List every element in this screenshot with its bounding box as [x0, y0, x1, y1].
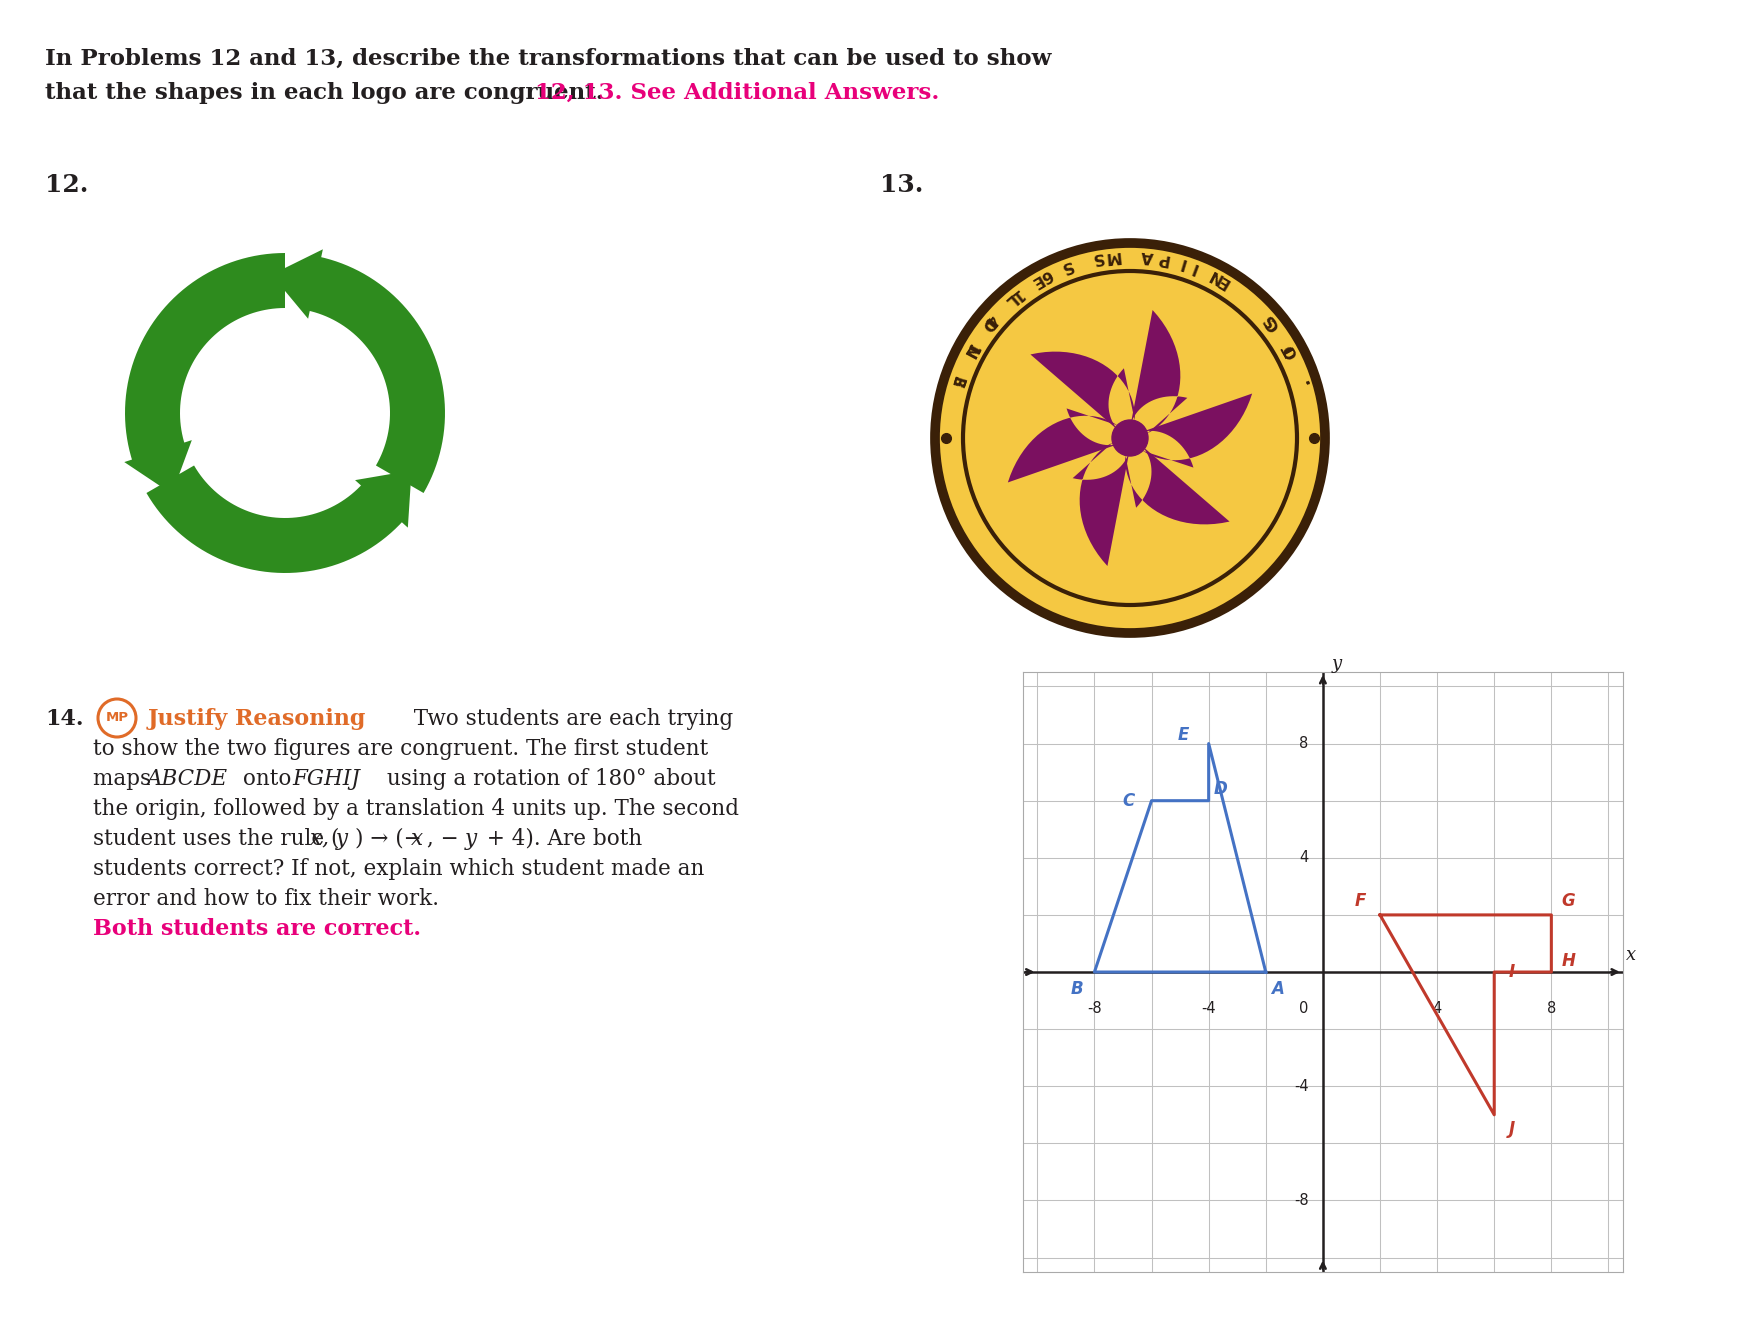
Text: 4: 4 — [1432, 1000, 1441, 1016]
Circle shape — [965, 273, 1295, 604]
Text: the origin, followed by a translation 4 units up. The second: the origin, followed by a translation 4 … — [93, 797, 738, 820]
Text: onto: onto — [235, 768, 299, 789]
Circle shape — [935, 243, 1325, 633]
Text: 14.: 14. — [46, 708, 83, 730]
Text: y: y — [466, 828, 476, 850]
Circle shape — [1112, 420, 1147, 456]
Text: Two students are each trying: Two students are each trying — [401, 708, 733, 730]
Polygon shape — [1124, 443, 1228, 525]
Text: A: A — [1140, 248, 1154, 264]
Text: Both students are correct.: Both students are correct. — [93, 919, 420, 940]
Text: that the shapes in each logo are congruent.: that the shapes in each logo are congrue… — [46, 82, 603, 104]
Polygon shape — [1130, 310, 1186, 434]
Text: -8: -8 — [1086, 1000, 1102, 1016]
Text: T: T — [1281, 340, 1298, 357]
Polygon shape — [355, 471, 411, 527]
Text: E: E — [1028, 272, 1044, 290]
Text: + 4). Are both: + 4). Are both — [480, 828, 641, 850]
Text: -4: -4 — [1200, 1000, 1216, 1016]
Text: L: L — [1000, 291, 1017, 310]
Polygon shape — [1072, 443, 1130, 565]
Text: E: E — [947, 374, 965, 389]
Text: MP: MP — [105, 712, 128, 725]
Text: A: A — [1270, 981, 1283, 998]
Text: B: B — [1070, 981, 1082, 998]
Text: D: D — [977, 314, 996, 333]
Text: 12.: 12. — [46, 173, 88, 196]
Text: 4: 4 — [980, 311, 1000, 330]
Text: FGHIJ: FGHIJ — [292, 768, 360, 789]
Text: ABCDE: ABCDE — [148, 768, 228, 789]
Text: S: S — [1089, 249, 1103, 266]
Text: In Problems 12 and 13, describe the transformations that can be used to show: In Problems 12 and 13, describe the tran… — [46, 47, 1051, 70]
Text: x, y: x, y — [309, 828, 348, 850]
Text: S: S — [1260, 311, 1279, 330]
Polygon shape — [271, 249, 323, 319]
Text: -8: -8 — [1293, 1193, 1307, 1209]
Text: E: E — [1214, 272, 1232, 290]
Text: F: F — [1353, 892, 1365, 909]
Polygon shape — [1139, 394, 1251, 468]
Text: I: I — [1508, 963, 1513, 981]
Text: student uses the rule (: student uses the rule ( — [93, 828, 339, 850]
Text: maps: maps — [93, 768, 158, 789]
Text: O: O — [1281, 341, 1300, 361]
Text: ) → (−: ) → (− — [355, 828, 422, 850]
Text: D: D — [1212, 780, 1226, 799]
Text: I: I — [1188, 258, 1198, 274]
Text: S: S — [1058, 257, 1074, 275]
Text: M: M — [1103, 248, 1121, 264]
Text: x: x — [1625, 946, 1636, 963]
Text: using a rotation of 180° about: using a rotation of 180° about — [380, 768, 715, 789]
Text: 13.: 13. — [880, 173, 922, 196]
Text: I: I — [1177, 254, 1186, 270]
Polygon shape — [1030, 352, 1135, 434]
Text: -4: -4 — [1293, 1078, 1307, 1094]
Text: 4: 4 — [1298, 850, 1307, 866]
Polygon shape — [307, 257, 445, 493]
Text: G: G — [1560, 892, 1574, 909]
Text: , −: , − — [427, 828, 459, 850]
Text: 8: 8 — [1546, 1000, 1555, 1016]
Text: 1: 1 — [961, 340, 979, 357]
Polygon shape — [146, 465, 404, 573]
Text: 1: 1 — [1005, 286, 1024, 304]
Text: .: . — [1295, 376, 1311, 386]
Text: 0: 0 — [1298, 1000, 1307, 1016]
Polygon shape — [125, 440, 192, 494]
Text: students correct? If not, explain which student made an: students correct? If not, explain which … — [93, 858, 705, 880]
Text: C: C — [1263, 315, 1283, 333]
Text: J: J — [1508, 1120, 1513, 1137]
Text: E: E — [1177, 726, 1188, 743]
Text: x: x — [411, 828, 423, 850]
Text: 3: 3 — [947, 374, 965, 389]
Polygon shape — [1007, 409, 1121, 482]
Text: .: . — [1295, 376, 1311, 386]
Text: 6: 6 — [1037, 266, 1052, 285]
Text: N: N — [1205, 266, 1225, 286]
Text: error and how to fix their work.: error and how to fix their work. — [93, 888, 439, 909]
Text: y: y — [1332, 655, 1342, 672]
Text: P: P — [1154, 249, 1168, 266]
Text: C: C — [1123, 792, 1135, 809]
Text: Justify Reasoning: Justify Reasoning — [148, 708, 365, 730]
Text: H: H — [1560, 952, 1574, 970]
Text: to show the two figures are congruent. The first student: to show the two figures are congruent. T… — [93, 738, 708, 760]
Text: N: N — [959, 341, 979, 361]
Text: 12, 13. See Additional Answers.: 12, 13. See Additional Answers. — [527, 82, 938, 104]
Polygon shape — [125, 253, 285, 463]
Text: 8: 8 — [1298, 735, 1307, 751]
